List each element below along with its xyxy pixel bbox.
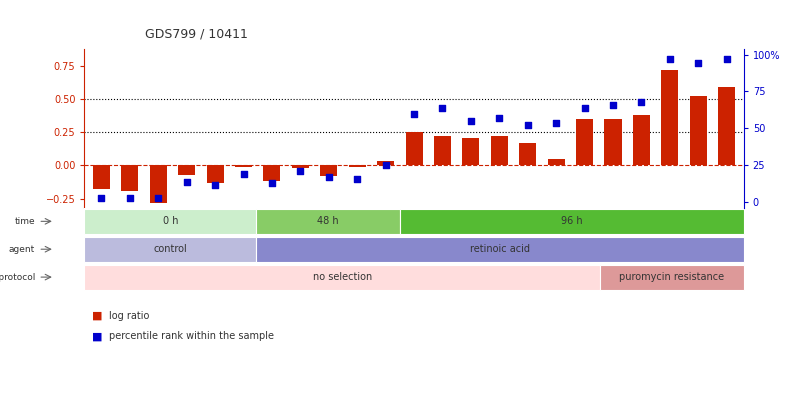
Bar xyxy=(604,119,621,166)
Point xyxy=(492,115,505,122)
Bar xyxy=(349,166,365,167)
Point xyxy=(662,56,675,62)
Point xyxy=(95,195,108,201)
Text: 0 h: 0 h xyxy=(162,216,178,226)
Bar xyxy=(399,209,743,234)
Bar xyxy=(84,237,256,262)
Point xyxy=(691,60,703,67)
Point xyxy=(294,168,307,175)
Bar xyxy=(600,265,743,290)
Point xyxy=(265,180,278,186)
Text: ■: ■ xyxy=(92,311,103,321)
Bar xyxy=(234,166,252,167)
Point xyxy=(350,175,363,182)
Bar xyxy=(206,166,223,183)
Text: 96 h: 96 h xyxy=(560,216,582,226)
Text: agent: agent xyxy=(9,245,35,254)
Bar xyxy=(434,136,450,166)
Bar xyxy=(462,138,479,166)
Point xyxy=(435,104,448,111)
Bar xyxy=(661,70,678,166)
Point xyxy=(719,56,732,62)
Bar xyxy=(689,96,706,166)
Point xyxy=(634,98,647,105)
Point xyxy=(124,195,137,201)
Bar xyxy=(84,265,600,290)
Bar xyxy=(84,209,256,234)
Text: percentile rank within the sample: percentile rank within the sample xyxy=(108,331,273,341)
Bar xyxy=(121,166,138,191)
Bar xyxy=(93,166,110,190)
Bar xyxy=(575,119,593,166)
Bar xyxy=(632,115,649,166)
Bar xyxy=(149,166,167,202)
Point xyxy=(180,179,193,185)
Text: growth protocol: growth protocol xyxy=(0,273,35,281)
Bar xyxy=(717,87,734,166)
Bar xyxy=(547,159,564,166)
Bar xyxy=(377,162,393,166)
Text: log ratio: log ratio xyxy=(108,311,149,321)
Point xyxy=(237,171,250,177)
Point xyxy=(379,162,392,168)
Text: retinoic acid: retinoic acid xyxy=(470,244,529,254)
Text: GDS799 / 10411: GDS799 / 10411 xyxy=(145,28,247,40)
Point xyxy=(322,174,335,181)
Point xyxy=(407,111,420,117)
Bar xyxy=(256,237,743,262)
Bar xyxy=(256,209,399,234)
Point xyxy=(520,122,533,129)
Bar xyxy=(178,166,195,175)
Text: time: time xyxy=(14,217,35,226)
Bar xyxy=(291,166,308,168)
Text: ■: ■ xyxy=(92,331,103,341)
Text: 48 h: 48 h xyxy=(317,216,338,226)
Bar xyxy=(519,143,536,166)
Point xyxy=(577,104,590,111)
Bar xyxy=(263,166,280,181)
Text: control: control xyxy=(153,244,187,254)
Text: puromycin resistance: puromycin resistance xyxy=(618,272,724,282)
Bar xyxy=(490,136,507,166)
Point xyxy=(605,102,618,108)
Point xyxy=(464,118,477,124)
Point xyxy=(209,181,222,188)
Bar xyxy=(405,132,422,166)
Bar xyxy=(320,166,337,176)
Text: no selection: no selection xyxy=(312,272,372,282)
Point xyxy=(549,119,562,126)
Point xyxy=(152,195,165,201)
